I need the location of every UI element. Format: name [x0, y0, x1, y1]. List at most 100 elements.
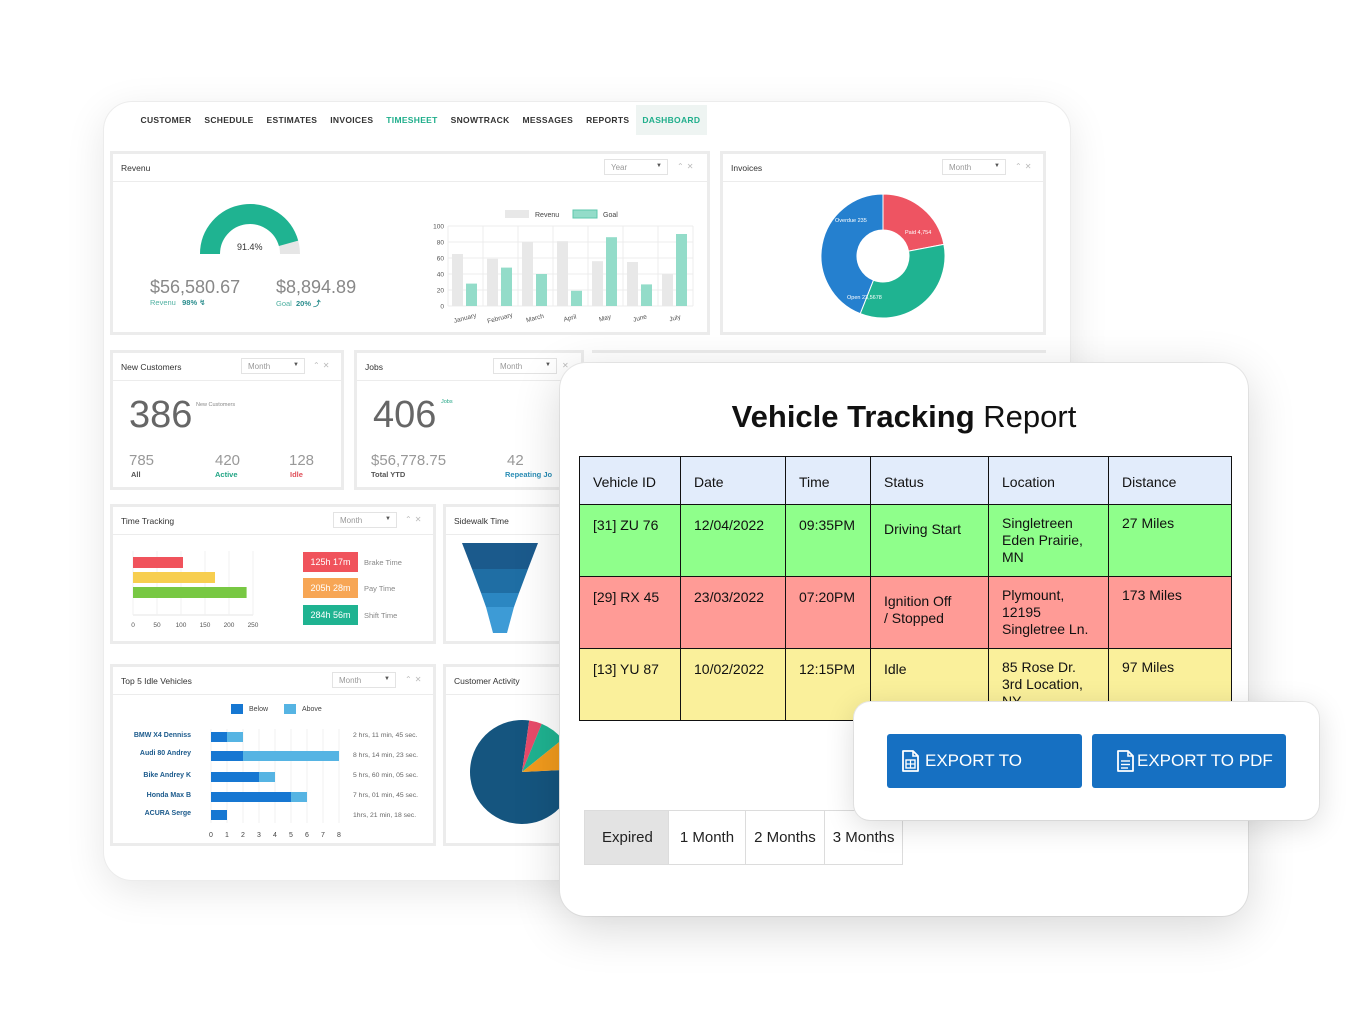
gauge-value: 91.4%	[237, 242, 263, 252]
x-tick-label: 6	[305, 832, 309, 839]
cell-time: 07:20PM	[785, 576, 871, 649]
close-icon[interactable]: ✕	[322, 361, 333, 370]
period-value: Year	[611, 163, 628, 172]
x-tick-label: July	[669, 313, 683, 323]
donut-slice	[859, 243, 946, 319]
panel-controls[interactable]: ⌃✕	[1015, 162, 1034, 171]
x-tick-label: 2	[241, 832, 245, 839]
table-row[interactable]: [29] RX 45 23/03/2022 07:20PM Ignition O…	[579, 576, 1232, 649]
x-tick-label: May	[598, 313, 612, 323]
report-title: Vehicle Tracking Report	[560, 399, 1248, 435]
collapse-icon[interactable]: ⌃	[405, 675, 415, 684]
idle-duration: 8 hrs, 14 min, 23 sec.	[353, 752, 418, 759]
collapse-icon[interactable]: ⌃	[313, 361, 323, 370]
shift-time-badge: 284h 56m	[303, 605, 358, 625]
panel-header: New Customers Month ▼ ⌃✕	[113, 353, 341, 381]
bar-revenu	[557, 241, 568, 306]
cell-date: 23/03/2022	[680, 576, 786, 649]
chevron-down-icon: ▼	[384, 676, 390, 682]
cell-vehicle-id: [29] RX 45	[579, 576, 681, 649]
bar-below	[211, 772, 259, 782]
close-icon[interactable]: ✕	[686, 162, 697, 171]
nav-dashboard[interactable]: DASHBOARD	[635, 105, 707, 135]
export-pdf-button[interactable]: EXPORT TO PDF	[1092, 734, 1286, 788]
panel-controls[interactable]: ⌃✕	[405, 675, 424, 684]
close-icon[interactable]: ✕	[1024, 162, 1035, 171]
x-tick-label: June	[632, 313, 648, 324]
period-value: Month	[500, 362, 523, 371]
funnel-segment	[472, 569, 528, 593]
panel-controls[interactable]: ⌃✕	[677, 162, 696, 171]
cell-status: Driving Start	[870, 504, 989, 577]
close-icon[interactable]: ✕	[414, 515, 425, 524]
period-dropdown[interactable]: Month ▼	[333, 512, 397, 528]
nav-estimates[interactable]: ESTIMATES	[266, 115, 318, 125]
vehicle-name: Bike Andrey K	[143, 772, 191, 779]
x-tick-label: March	[525, 313, 545, 325]
revenue-label: Revenu	[150, 298, 176, 307]
panel-controls[interactable]: ⌃✕	[313, 361, 332, 370]
filter-1-month[interactable]: 1 Month	[668, 811, 747, 864]
idle-duration: 5 hrs, 60 min, 05 sec.	[353, 772, 418, 779]
export-card: EXPORT TO EXCEL EXPORT TO PDF	[854, 702, 1319, 824]
panel-controls[interactable]: ⌃✕	[405, 515, 424, 524]
col-date[interactable]: Date	[680, 456, 786, 505]
revenue-panel: Revenu Year ▼ ⌃✕ 91.4% $56,580.67 Revenu …	[110, 151, 710, 335]
bar-goal	[641, 284, 652, 306]
revenue-gauge	[200, 204, 300, 255]
period-dropdown[interactable]: Month ▼	[332, 672, 396, 688]
export-excel-label: EXPORT TO EXCEL	[925, 751, 1023, 824]
x-tick-label: 5	[289, 832, 293, 839]
bar-revenu	[452, 254, 463, 306]
panel-header: Time Tracking Month ▼ ⌃✕	[113, 507, 433, 535]
jobs-panel: Jobs Month ▼ ✕ 406 Jobs $56,778.75 Total …	[354, 350, 584, 490]
legend-above: Above	[301, 705, 322, 713]
vehicle-name: Honda Max B	[146, 792, 191, 799]
period-value: Month	[339, 676, 362, 685]
x-tick-label: 50	[153, 622, 161, 629]
report-title-bold: Vehicle Tracking	[731, 399, 975, 434]
collapse-icon[interactable]: ⌃	[405, 515, 415, 524]
slice-label: Overdue 235	[835, 218, 867, 224]
bar-below	[211, 732, 227, 742]
nav-customer[interactable]: CUSTOMER	[140, 115, 192, 125]
stat-active-label: Active	[215, 470, 238, 479]
table-row[interactable]: [31] ZU 76 12/04/2022 09:35PM Driving St…	[579, 504, 1232, 577]
nav-reports[interactable]: REPORTS	[586, 115, 630, 125]
col-status[interactable]: Status	[870, 456, 989, 505]
time-bar	[133, 572, 215, 583]
col-distance[interactable]: Distance	[1108, 456, 1232, 505]
goal-label: Goal	[276, 299, 292, 308]
nav-timesheet[interactable]: TIMESHEET	[386, 115, 438, 125]
close-icon[interactable]: ✕	[562, 361, 572, 370]
period-dropdown[interactable]: Year ▼	[604, 159, 668, 175]
period-dropdown[interactable]: Month ▼	[493, 358, 557, 374]
stat-idle-value: 128	[289, 452, 315, 469]
stat-active-value: 420	[215, 452, 241, 469]
export-excel-button[interactable]: EXPORT TO EXCEL	[887, 734, 1082, 824]
col-time[interactable]: Time	[785, 456, 871, 505]
period-dropdown[interactable]: Month ▼	[942, 159, 1006, 175]
nav-snowtrack[interactable]: SNOWTRACK	[450, 115, 510, 125]
chevron-down-icon: ▼	[293, 362, 299, 368]
idle-chart-area: BMW X4 Denniss Audi 80 Andrey Bike Andre…	[115, 729, 437, 844]
col-location[interactable]: Location	[988, 456, 1109, 505]
bar-below	[211, 792, 291, 802]
collapse-icon[interactable]: ⌃	[677, 162, 687, 171]
time-bar	[133, 587, 247, 598]
panel-header: Customer Activity	[446, 667, 590, 695]
nav-messages[interactable]: MESSAGES	[522, 115, 574, 125]
nav-schedule[interactable]: SCHEDULE	[204, 115, 254, 125]
close-icon[interactable]: ✕	[414, 675, 425, 684]
funnel-segment	[462, 543, 538, 569]
col-vehicle-id[interactable]: Vehicle ID	[579, 456, 681, 505]
nav-invoices[interactable]: INVOICES	[330, 115, 374, 125]
filter-2-months[interactable]: 2 Months	[746, 811, 825, 864]
legend-swatch	[283, 704, 296, 714]
new-customers-label: New Customers	[196, 402, 236, 408]
collapse-icon[interactable]: ⌃	[1015, 162, 1025, 171]
period-dropdown[interactable]: Month ▼	[241, 358, 305, 374]
panel-controls[interactable]: ✕	[562, 361, 572, 370]
filter-expired[interactable]: Expired	[585, 811, 669, 864]
panel-title: Customer Activity	[454, 676, 520, 686]
